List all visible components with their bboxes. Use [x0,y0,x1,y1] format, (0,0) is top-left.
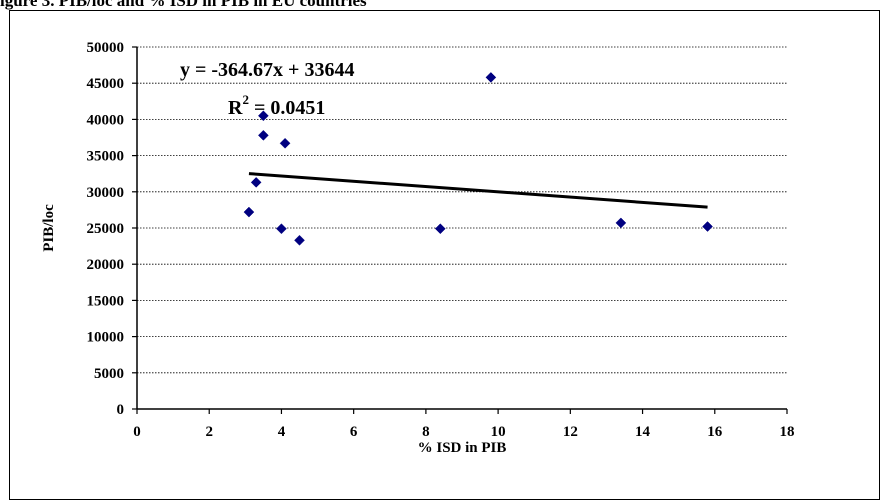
x-tick-label: 14 [635,424,651,440]
y-tick-label: 50000 [87,40,125,56]
x-tick-label: 4 [278,424,286,440]
x-tick-label: 2 [205,424,213,440]
y-tick-label: 5000 [94,366,124,382]
r-squared-value: = 0.0451 [249,97,325,119]
y-tick-label: 40000 [87,112,125,128]
y-tick-label: 35000 [87,149,125,165]
data-point [243,206,255,218]
x-tick-label: 0 [133,424,141,440]
data-point [258,110,269,122]
gridlines [137,46,787,374]
y-tick-label: 45000 [87,76,125,92]
x-tick-label: 10 [491,424,506,440]
r-squared-superscript: 2 [242,92,249,107]
x-tick-label: 6 [350,424,358,440]
x-tick-label: 16 [707,424,723,440]
y-tick-label: 0 [117,402,125,418]
y-tick-label: 30000 [87,185,125,201]
data-point [250,177,262,188]
y-tick-label: 15000 [87,293,125,309]
data-points [243,72,713,246]
x-tick-label: 18 [780,424,795,440]
data-point [615,217,627,229]
r-squared-prefix: R [228,97,243,119]
y-axis-title: PIB/loc [41,204,57,252]
data-point [702,221,713,232]
y-ticks: 0 5000 10000 15000 20000 25000 30000 35000 40000… [87,40,137,418]
data-point [485,72,497,83]
y-tick-label: 10000 [87,330,125,346]
x-tick-label: 8 [422,424,430,440]
trendline-equation: y = -364.67x + 33644 [180,59,354,81]
figure-caption-fragment: igure 3. PIB/loc and % ISD in PIB in EU … [0,0,367,10]
data-point [258,129,269,141]
x-tick-label: 12 [563,424,578,440]
data-point [279,137,291,149]
r-squared-label: R2 = 0.0451 [228,92,325,119]
x-axis-title: % ISD in PIB [418,440,507,456]
x-ticks: 0 2 4 6 8 10 12 14 16 18 [133,409,795,440]
trendline [248,172,708,209]
data-point [434,223,446,235]
data-point [276,223,287,235]
y-tick-label: 25000 [87,221,125,237]
data-point [294,234,305,246]
y-tick-label: 20000 [87,257,125,273]
